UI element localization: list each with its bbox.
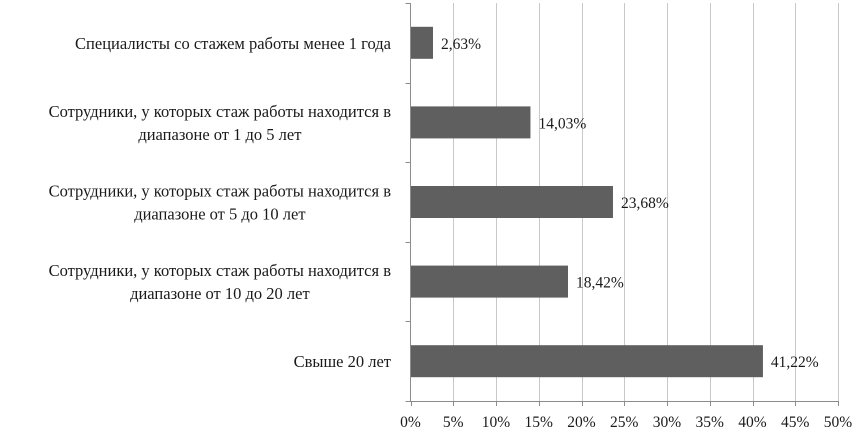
x-tick-label: 5% [443, 414, 464, 431]
data-label: 23,68% [621, 195, 669, 212]
x-tick-label: 40% [738, 414, 767, 431]
bar [410, 26, 433, 59]
bar [410, 106, 531, 139]
category-label: Сотрудники, у которых стаж работы находи… [49, 182, 392, 201]
gridlines [453, 3, 839, 401]
x-tick-label: 10% [482, 414, 511, 431]
x-tick-label: 45% [781, 414, 810, 431]
bar [410, 186, 613, 218]
axes [405, 3, 839, 406]
category-label: диапазоне от 10 до 20 лет [130, 284, 310, 303]
x-tick-label: 20% [567, 414, 596, 431]
x-tick-label: 0% [400, 414, 421, 431]
bars [410, 26, 763, 378]
x-tick-label: 50% [824, 414, 853, 431]
x-tick-label: 15% [525, 414, 554, 431]
category-label: Специалисты со стажем работы менее 1 год… [75, 34, 392, 53]
data-label: 2,63% [441, 36, 481, 53]
category-label: диапазоне от 5 до 10 лет [134, 205, 305, 224]
bar [410, 345, 763, 378]
category-label: Сотрудники, у которых стаж работы находи… [49, 102, 392, 121]
labels: 0% 5% 10% 15% 20% 25% 30% 35% 40% 45% 50% 2,63% Спец… [49, 34, 853, 431]
category-label: диапазоне от 1 до 5 лет [138, 125, 301, 144]
data-label: 18,42% [576, 275, 624, 292]
data-label: 41,22% [771, 354, 819, 371]
data-label: 14,03% [538, 115, 586, 132]
category-label: Сотрудники, у которых стаж работы находи… [49, 261, 392, 280]
x-tick-label: 25% [610, 414, 639, 431]
category-label: Свыше 20 лет [294, 352, 391, 371]
bar [410, 265, 568, 298]
x-tick-label: 35% [696, 414, 725, 431]
x-tick-label: 30% [653, 414, 682, 431]
